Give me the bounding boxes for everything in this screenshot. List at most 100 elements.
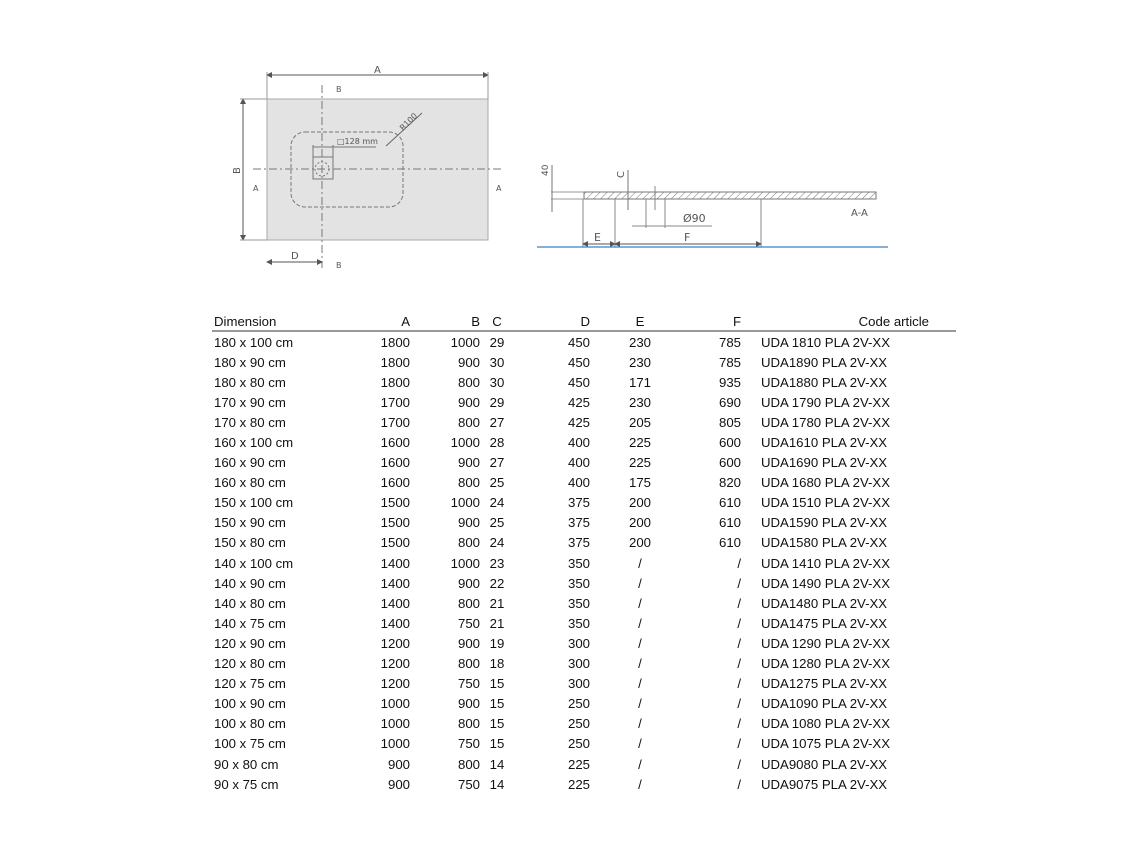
- cell-code: UDA 1810 PLA 2V-XX: [761, 334, 891, 350]
- table-row: 170 x 90 cm 1700 900 29 425 230 690 UDA 1790 PL…: [212, 392, 956, 412]
- cell-a: 1800: [380, 334, 410, 350]
- cell-code: UDA1580 PLA 2V-XX: [761, 535, 888, 551]
- cell-e: /: [638, 575, 642, 591]
- cell-b: 900: [457, 394, 480, 410]
- cell-c: 25: [489, 515, 505, 531]
- cell-code: UDA 1410 PLA 2V-XX: [761, 555, 891, 571]
- table-row: 120 x 80 cm 1200 800 18 300 / / UDA 1280 PLA 2V…: [212, 654, 956, 674]
- cell-dimension: 90 x 75 cm: [214, 776, 279, 792]
- header-b: B: [410, 312, 480, 332]
- cell-b: 1000: [450, 435, 480, 451]
- cell-d: 225: [567, 756, 590, 772]
- cell-e: 200: [628, 495, 651, 511]
- cell-d: 425: [567, 394, 590, 410]
- cell-f: 600: [718, 455, 741, 471]
- section-title: A-A: [851, 208, 868, 219]
- table-row: 150 x 100 cm 1500 1000 24 375 200 610 UDA 1510 …: [212, 493, 956, 513]
- cell-code: UDA 1510 PLA 2V-XX: [761, 495, 891, 511]
- cell-dimension: 180 x 100 cm: [214, 334, 294, 350]
- cell-dimension: 180 x 80 cm: [214, 374, 286, 390]
- cell-d: 350: [567, 555, 590, 571]
- cell-a: 1700: [380, 414, 410, 430]
- header-dimension: Dimension: [212, 312, 354, 332]
- cell-c: 15: [489, 676, 505, 692]
- cell-b: 800: [457, 535, 480, 551]
- label-b: B: [232, 167, 243, 174]
- cell-code: UDA1475 PLA 2V-XX: [761, 615, 888, 631]
- cell-e: 225: [628, 455, 651, 471]
- cell-b: 750: [457, 736, 480, 752]
- cell-dimension: 160 x 80 cm: [214, 475, 286, 491]
- cell-a: 1500: [380, 495, 410, 511]
- cell-f: 805: [718, 414, 741, 430]
- drain-zone-outline: [290, 131, 404, 208]
- cell-a: 1800: [380, 374, 410, 390]
- header-e: E: [590, 312, 666, 332]
- cell-e: 230: [628, 394, 651, 410]
- cell-f: /: [737, 676, 741, 692]
- cell-f: /: [737, 575, 741, 591]
- table-row: 150 x 90 cm 1500 900 25 375 200 610 UDA1590 PLA…: [212, 513, 956, 533]
- section-a-right: A: [496, 184, 502, 193]
- cell-code: UDA 1280 PLA 2V-XX: [761, 656, 891, 672]
- header-d: D: [514, 312, 590, 332]
- cell-e: /: [638, 635, 642, 651]
- cell-d: 250: [567, 736, 590, 752]
- cell-c: 15: [489, 716, 505, 732]
- cell-b: 800: [457, 414, 480, 430]
- cell-f: 600: [718, 435, 741, 451]
- cell-a: 1600: [380, 435, 410, 451]
- cell-e: 175: [628, 475, 651, 491]
- cell-b: 800: [457, 374, 480, 390]
- table-row: 100 x 80 cm 1000 800 15 250 / / UDA 1080 PLA 2V…: [212, 714, 956, 734]
- cell-a: 1000: [380, 716, 410, 732]
- cell-d: 375: [567, 535, 590, 551]
- cell-dimension: 90 x 80 cm: [214, 756, 279, 772]
- header-f: F: [666, 312, 741, 332]
- technical-drawing: A B □128 mm R100 D B B A A 40 C: [232, 65, 888, 270]
- cell-f: 785: [718, 354, 741, 370]
- section-a-left: A: [253, 184, 259, 193]
- cell-e: 200: [628, 515, 651, 531]
- cell-f: /: [737, 595, 741, 611]
- cell-c: 23: [489, 555, 505, 571]
- cell-e: 171: [628, 374, 651, 390]
- cell-code: UDA 1075 PLA 2V-XX: [761, 736, 891, 752]
- cell-a: 1400: [380, 555, 410, 571]
- cell-a: 900: [387, 756, 410, 772]
- cell-b: 750: [457, 615, 480, 631]
- section-view: 40 C Ø90 A-A E F: [537, 164, 888, 248]
- cell-a: 1400: [380, 595, 410, 611]
- label-f: F: [684, 231, 690, 244]
- cell-f: /: [737, 635, 741, 651]
- section-b-bottom: B: [336, 261, 342, 270]
- cell-dimension: 100 x 90 cm: [214, 696, 286, 712]
- cell-code: UDA1275 PLA 2V-XX: [761, 676, 888, 692]
- cell-e: 205: [628, 414, 651, 430]
- cell-c: 30: [489, 354, 505, 370]
- drain-icon: [314, 161, 330, 177]
- cell-d: 250: [567, 696, 590, 712]
- cell-d: 225: [567, 776, 590, 792]
- cell-d: 300: [567, 635, 590, 651]
- cell-d: 450: [567, 374, 590, 390]
- cell-e: /: [638, 615, 642, 631]
- table-row: 120 x 75 cm 1200 750 15 300 / / UDA1275 PLA 2V-…: [212, 674, 956, 694]
- cell-c: 30: [489, 374, 505, 390]
- cell-e: 225: [628, 435, 651, 451]
- cell-c: 28: [489, 435, 505, 451]
- cell-e: /: [638, 656, 642, 672]
- cell-dimension: 140 x 75 cm: [214, 615, 286, 631]
- cell-e: 230: [628, 354, 651, 370]
- label-a: A: [374, 65, 381, 76]
- cell-dimension: 100 x 75 cm: [214, 736, 286, 752]
- table-row: 140 x 75 cm 1400 750 21 350 / / UDA1475 PLA 2V-…: [212, 613, 956, 633]
- dimensions-table: Dimension A B C D E F Code article 180 x…: [212, 312, 956, 794]
- cell-d: 375: [567, 495, 590, 511]
- cell-d: 375: [567, 515, 590, 531]
- cell-e: 230: [628, 334, 651, 350]
- cell-e: /: [638, 716, 642, 732]
- cell-c: 14: [489, 756, 505, 772]
- cell-f: 610: [718, 535, 741, 551]
- cell-dimension: 150 x 80 cm: [214, 535, 286, 551]
